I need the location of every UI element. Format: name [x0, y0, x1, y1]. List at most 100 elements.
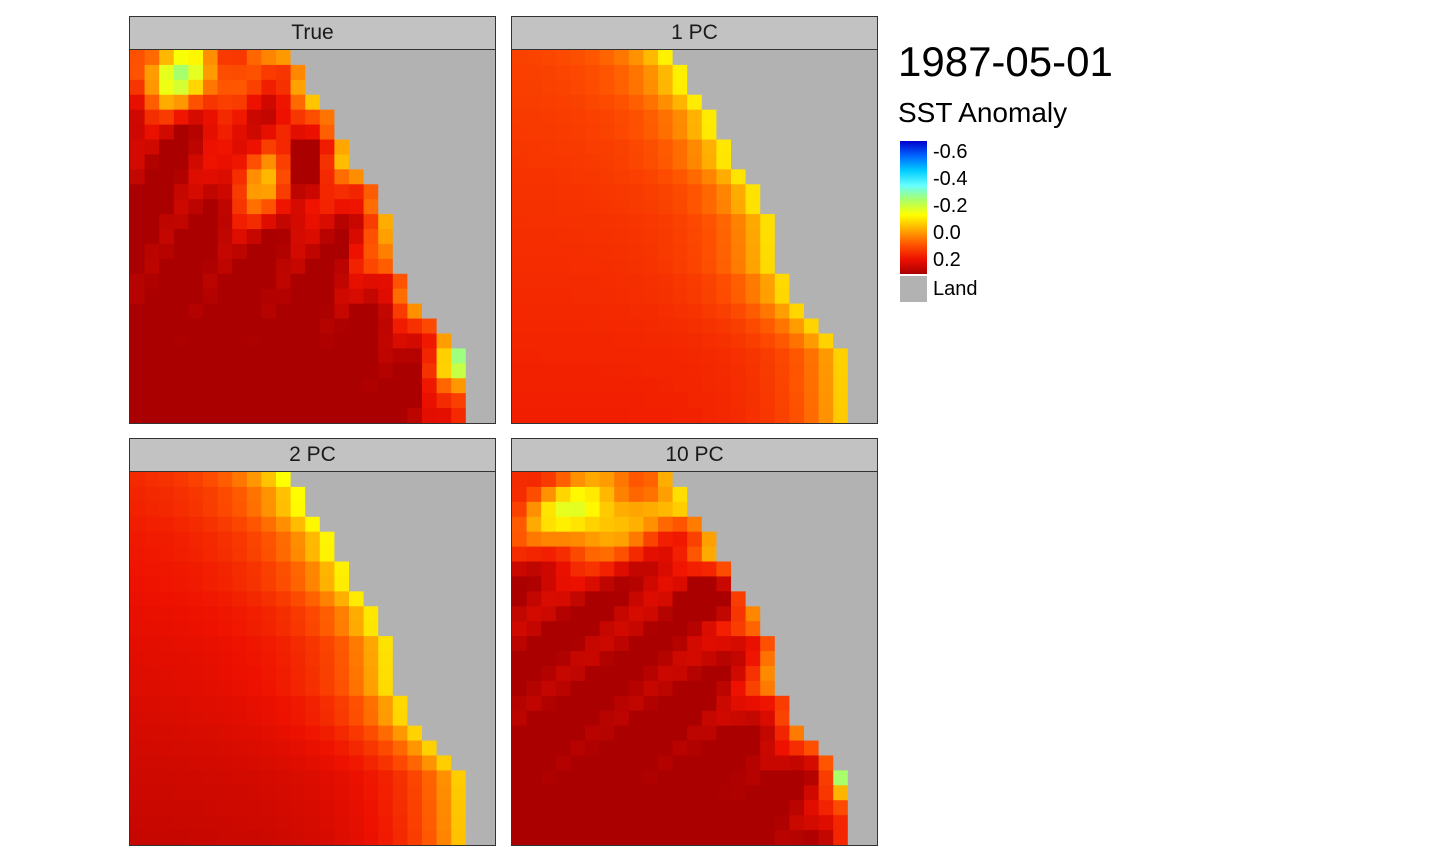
heatmap-cell: [276, 243, 292, 260]
heatmap-cell: [716, 333, 732, 349]
land-cell: [833, 273, 849, 290]
heatmap-cell: [658, 472, 674, 488]
heatmap-cell: [599, 800, 615, 816]
heatmap-cell: [305, 109, 321, 126]
land-cell: [451, 229, 467, 245]
heatmap-cell: [232, 725, 248, 742]
land-cell: [363, 94, 379, 111]
heatmap-cell: [290, 546, 306, 563]
heatmap-cell: [246, 472, 262, 488]
land-cell: [436, 199, 452, 215]
heatmap-cell: [392, 393, 408, 409]
heatmap-cell: [628, 710, 644, 727]
land-cell: [378, 124, 394, 141]
land-cell: [436, 606, 452, 622]
land-cell: [804, 710, 820, 727]
heatmap-cell: [261, 695, 277, 712]
heatmap-cell: [203, 139, 219, 156]
heatmap-cell: [526, 576, 542, 592]
heatmap-cell: [290, 79, 306, 96]
heatmap-cell: [672, 815, 688, 831]
heatmap-cell: [833, 408, 849, 423]
land-cell: [731, 546, 747, 563]
heatmap-cell: [290, 363, 306, 379]
heatmap-cell: [687, 408, 703, 423]
heatmap-cell: [701, 408, 717, 423]
heatmap-cell: [745, 273, 761, 290]
land-cell: [465, 561, 481, 578]
heatmap-cell: [276, 710, 292, 727]
heatmap-cell: [261, 124, 277, 141]
heatmap-cell: [570, 229, 586, 245]
land-cell: [422, 64, 438, 81]
heatmap-cell: [701, 139, 717, 156]
heatmap-cell: [760, 303, 776, 320]
land-cell: [804, 501, 820, 518]
heatmap-cell: [731, 169, 747, 185]
land-cell: [818, 154, 834, 170]
heatmap-cell: [203, 333, 219, 349]
heatmap-cell: [319, 576, 335, 592]
heatmap-cell: [319, 830, 335, 845]
heatmap-cell: [570, 472, 586, 488]
heatmap-cell: [512, 501, 528, 518]
heatmap-cell: [349, 800, 365, 816]
heatmap-cell: [217, 725, 233, 742]
land-cell: [480, 273, 495, 290]
land-cell: [451, 680, 467, 697]
heatmap-cell: [261, 273, 277, 290]
heatmap-cell: [232, 516, 248, 533]
heatmap-cell: [144, 501, 160, 518]
heatmap-cell: [701, 184, 717, 200]
heatmap-cell: [512, 243, 528, 260]
heatmap-cell: [144, 710, 160, 727]
heatmap-cell: [290, 288, 306, 305]
land-cell: [422, 184, 438, 200]
land-cell: [378, 50, 394, 66]
land-cell: [760, 64, 776, 81]
land-cell: [392, 561, 408, 578]
land-cell: [451, 651, 467, 667]
land-cell: [480, 695, 495, 712]
heatmap-true: [129, 49, 496, 424]
heatmap-cell: [144, 785, 160, 801]
land-cell: [465, 695, 481, 712]
heatmap-cell: [512, 363, 528, 379]
land-cell: [436, 184, 452, 200]
heatmap-cell: [512, 665, 528, 682]
land-cell: [847, 695, 863, 712]
land-cell: [436, 680, 452, 697]
heatmap-cell: [555, 258, 571, 275]
heatmap-cell: [555, 184, 571, 200]
heatmap-cell: [818, 815, 834, 831]
heatmap-cell: [672, 109, 688, 126]
heatmap-cell: [716, 576, 732, 592]
land-cell: [818, 636, 834, 652]
heatmap-cell: [203, 531, 219, 548]
land-cell: [305, 486, 321, 503]
land-cell: [789, 561, 805, 578]
land-cell: [745, 124, 761, 141]
heatmap-cell: [585, 740, 601, 757]
land-cell: [833, 333, 849, 349]
heatmap-cell: [804, 830, 820, 845]
land-cell: [804, 139, 820, 156]
heatmap-cell: [305, 288, 321, 305]
heatmap-cell: [407, 830, 423, 845]
land-cell: [480, 214, 495, 230]
heatmap-cell: [774, 363, 790, 379]
heatmap-cell: [349, 695, 365, 712]
heatmap-cell: [599, 229, 615, 245]
heatmap-cell: [628, 288, 644, 305]
land-cell: [392, 576, 408, 592]
heatmap-cell: [628, 408, 644, 423]
land-cell: [833, 318, 849, 335]
heatmap-cell: [731, 199, 747, 215]
heatmap-cell: [658, 561, 674, 578]
heatmap-cell: [159, 79, 175, 96]
heatmap-cell: [745, 665, 761, 682]
heatmap-cell: [570, 333, 586, 349]
land-cell: [847, 501, 863, 518]
heatmap-cell: [130, 214, 146, 230]
heatmap-cell: [614, 378, 630, 394]
